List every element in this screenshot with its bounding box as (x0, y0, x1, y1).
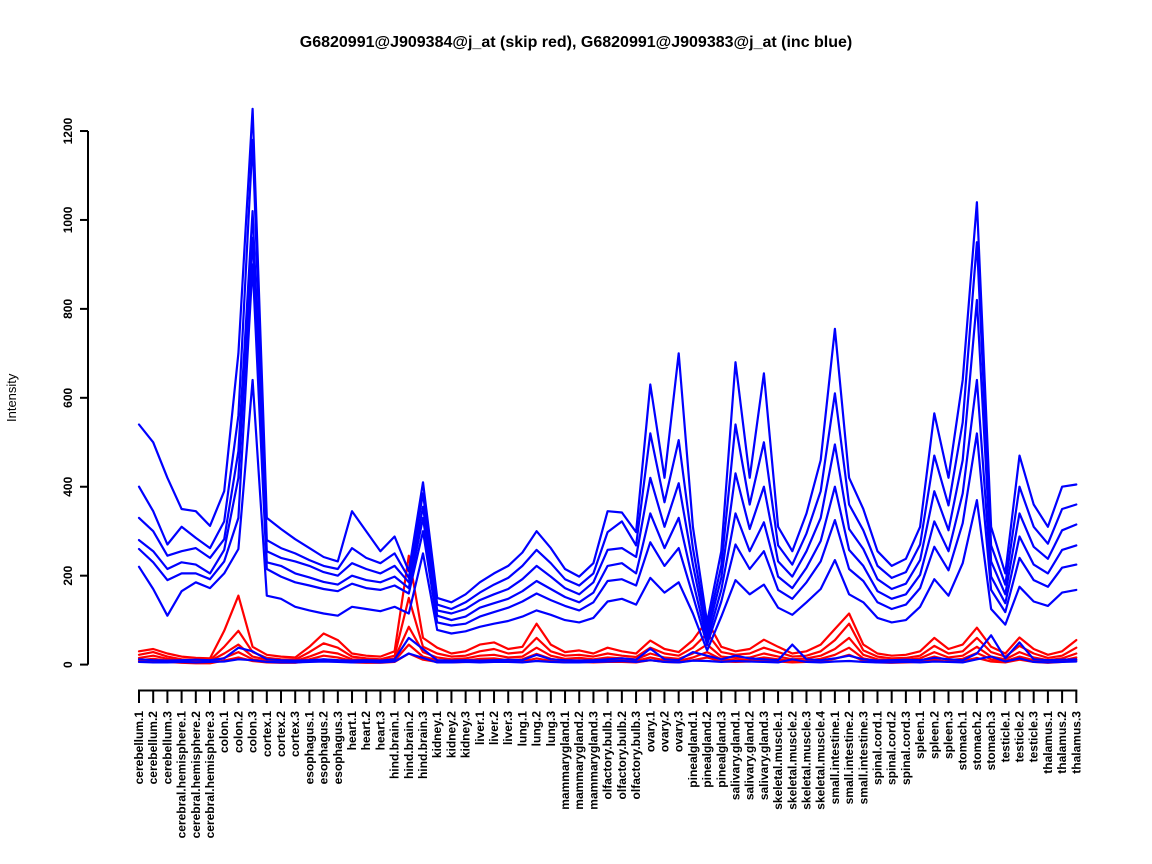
y-tick-label: 600 (61, 387, 75, 407)
x-tick-label: cortex.3 (288, 711, 302, 757)
x-tick-label: testicle.3 (1027, 711, 1041, 763)
y-tick-label: 0 (61, 661, 75, 668)
x-tick-label: small.intestine.1 (828, 711, 842, 805)
x-tick-label: lung.2 (530, 711, 544, 747)
x-tick-label: salivary.gland.3 (757, 711, 771, 800)
series-line-inc.probe.6 (137, 378, 1078, 652)
x-tick-label: colon.3 (246, 711, 260, 753)
x-tick-label: spinal.cord.1 (870, 711, 884, 785)
x-tick-label: cerebral.hemisphere.3 (203, 711, 217, 839)
x-tick-label: colon.1 (217, 711, 231, 753)
x-tick-label: kidney.3 (459, 711, 473, 758)
x-tick-label: thalamus.3 (1069, 711, 1083, 774)
x-tick-label: salivary.gland.2 (743, 711, 757, 800)
x-tick-label: testicle.2 (1012, 711, 1026, 763)
x-tick-label: kidney.2 (444, 711, 458, 758)
series-line-skip.probe.2 (137, 596, 1078, 662)
x-tick-label: cerebral.hemisphere.2 (189, 711, 203, 839)
x-tick-label: spleen.2 (927, 711, 941, 759)
x-tick-label: heart.3 (373, 711, 387, 751)
x-tick-label: spleen.3 (941, 711, 955, 759)
x-tick-label: testicle.1 (998, 711, 1012, 763)
x-tick-label: mammarygland.1 (558, 711, 572, 810)
x-tick-label: esophagus.2 (317, 711, 331, 785)
series-line-inc.probe.1 (137, 107, 1078, 624)
y-tick-label: 400 (61, 476, 75, 496)
x-tick-label: pinealgland.2 (700, 711, 714, 788)
x-tick-label: cerebellum.3 (160, 711, 174, 785)
x-tick-label: skeletal.muscle.4 (814, 711, 828, 810)
series-line-inc.probe.low.2 (137, 652, 1078, 664)
x-tick-label: ovary.1 (643, 711, 657, 752)
x-tick-label: liver.1 (473, 711, 487, 745)
y-tick-label: 1200 (61, 117, 75, 144)
x-tick-label: stomach.1 (956, 711, 970, 771)
y-axis-title: Intensity (4, 373, 19, 422)
x-tick-label: skeletal.muscle.2 (785, 711, 799, 810)
x-tick-label: stomach.3 (984, 711, 998, 771)
x-tick-label: stomach.2 (970, 711, 984, 771)
series-line-inc.probe.2 (137, 138, 1078, 631)
x-tick-label: cerebellum.1 (132, 711, 146, 785)
x-tick-label: esophagus.3 (331, 711, 345, 785)
x-tick-label: salivary.gland.1 (728, 711, 742, 800)
x-tick-label: skeletal.muscle.3 (799, 711, 813, 810)
y-tick-label: 1000 (61, 206, 75, 233)
chart-title: G6820991@J909384@j_at (skip red), G68209… (299, 34, 853, 51)
x-tick-label: small.intestine.2 (842, 711, 856, 805)
x-tick-label: lung.1 (515, 711, 529, 747)
x-tick-label: hind.brain.2 (402, 711, 416, 779)
x-tick-label: spinal.cord.2 (885, 711, 899, 785)
x-tick-label: spleen.1 (913, 711, 927, 759)
y-tick-label: 200 (61, 565, 75, 585)
x-tick-label: thalamus.1 (1041, 711, 1055, 774)
x-tick-label: ovary.2 (657, 711, 671, 752)
x-tick-label: hind.brain.3 (416, 711, 430, 779)
x-tick-label: lung.3 (544, 711, 558, 747)
series-line-inc.probe.5 (137, 263, 1078, 646)
x-tick-label: mammarygland.3 (586, 711, 600, 810)
x-tick-label: skeletal.muscle.1 (771, 711, 785, 810)
x-tick-label: cerebellum.2 (146, 711, 160, 785)
series-line-inc.probe.3 (137, 210, 1078, 636)
y-tick-label: 800 (61, 299, 75, 319)
x-tick-label: liver.2 (487, 711, 501, 745)
series-line-inc.probe.low.1 (137, 634, 1078, 662)
series-line-inc.probe.4 (137, 236, 1078, 642)
x-tick-label: small.intestine.3 (856, 711, 870, 805)
x-tick-label: kidney.1 (430, 711, 444, 758)
x-tick-label: cerebral.hemisphere.1 (175, 711, 189, 839)
x-tick-label: thalamus.2 (1055, 711, 1069, 774)
x-tick-label: hind.brain.1 (388, 711, 402, 779)
x-tick-label: liver.3 (501, 711, 515, 745)
x-tick-label: cortex.2 (274, 711, 288, 757)
series-line-skip.probe.1 (137, 554, 1078, 660)
x-tick-label: pinealgland.1 (686, 711, 700, 788)
x-tick-label: pinealgland.3 (714, 711, 728, 788)
x-tick-label: esophagus.1 (302, 711, 316, 785)
x-tick-label: olfactory.bulb.3 (629, 711, 643, 800)
x-tick-label: colon.2 (231, 711, 245, 753)
x-tick-label: ovary.3 (672, 711, 686, 752)
x-tick-label: spinal.cord.3 (899, 711, 913, 785)
x-tick-label: heart.2 (359, 711, 373, 751)
x-tick-label: olfactory.bulb.2 (615, 711, 629, 800)
x-tick-label: cortex.1 (260, 711, 274, 757)
x-tick-label: heart.1 (345, 711, 359, 751)
x-tick-label: mammarygland.2 (572, 711, 586, 810)
x-tick-label: olfactory.bulb.1 (601, 711, 615, 800)
